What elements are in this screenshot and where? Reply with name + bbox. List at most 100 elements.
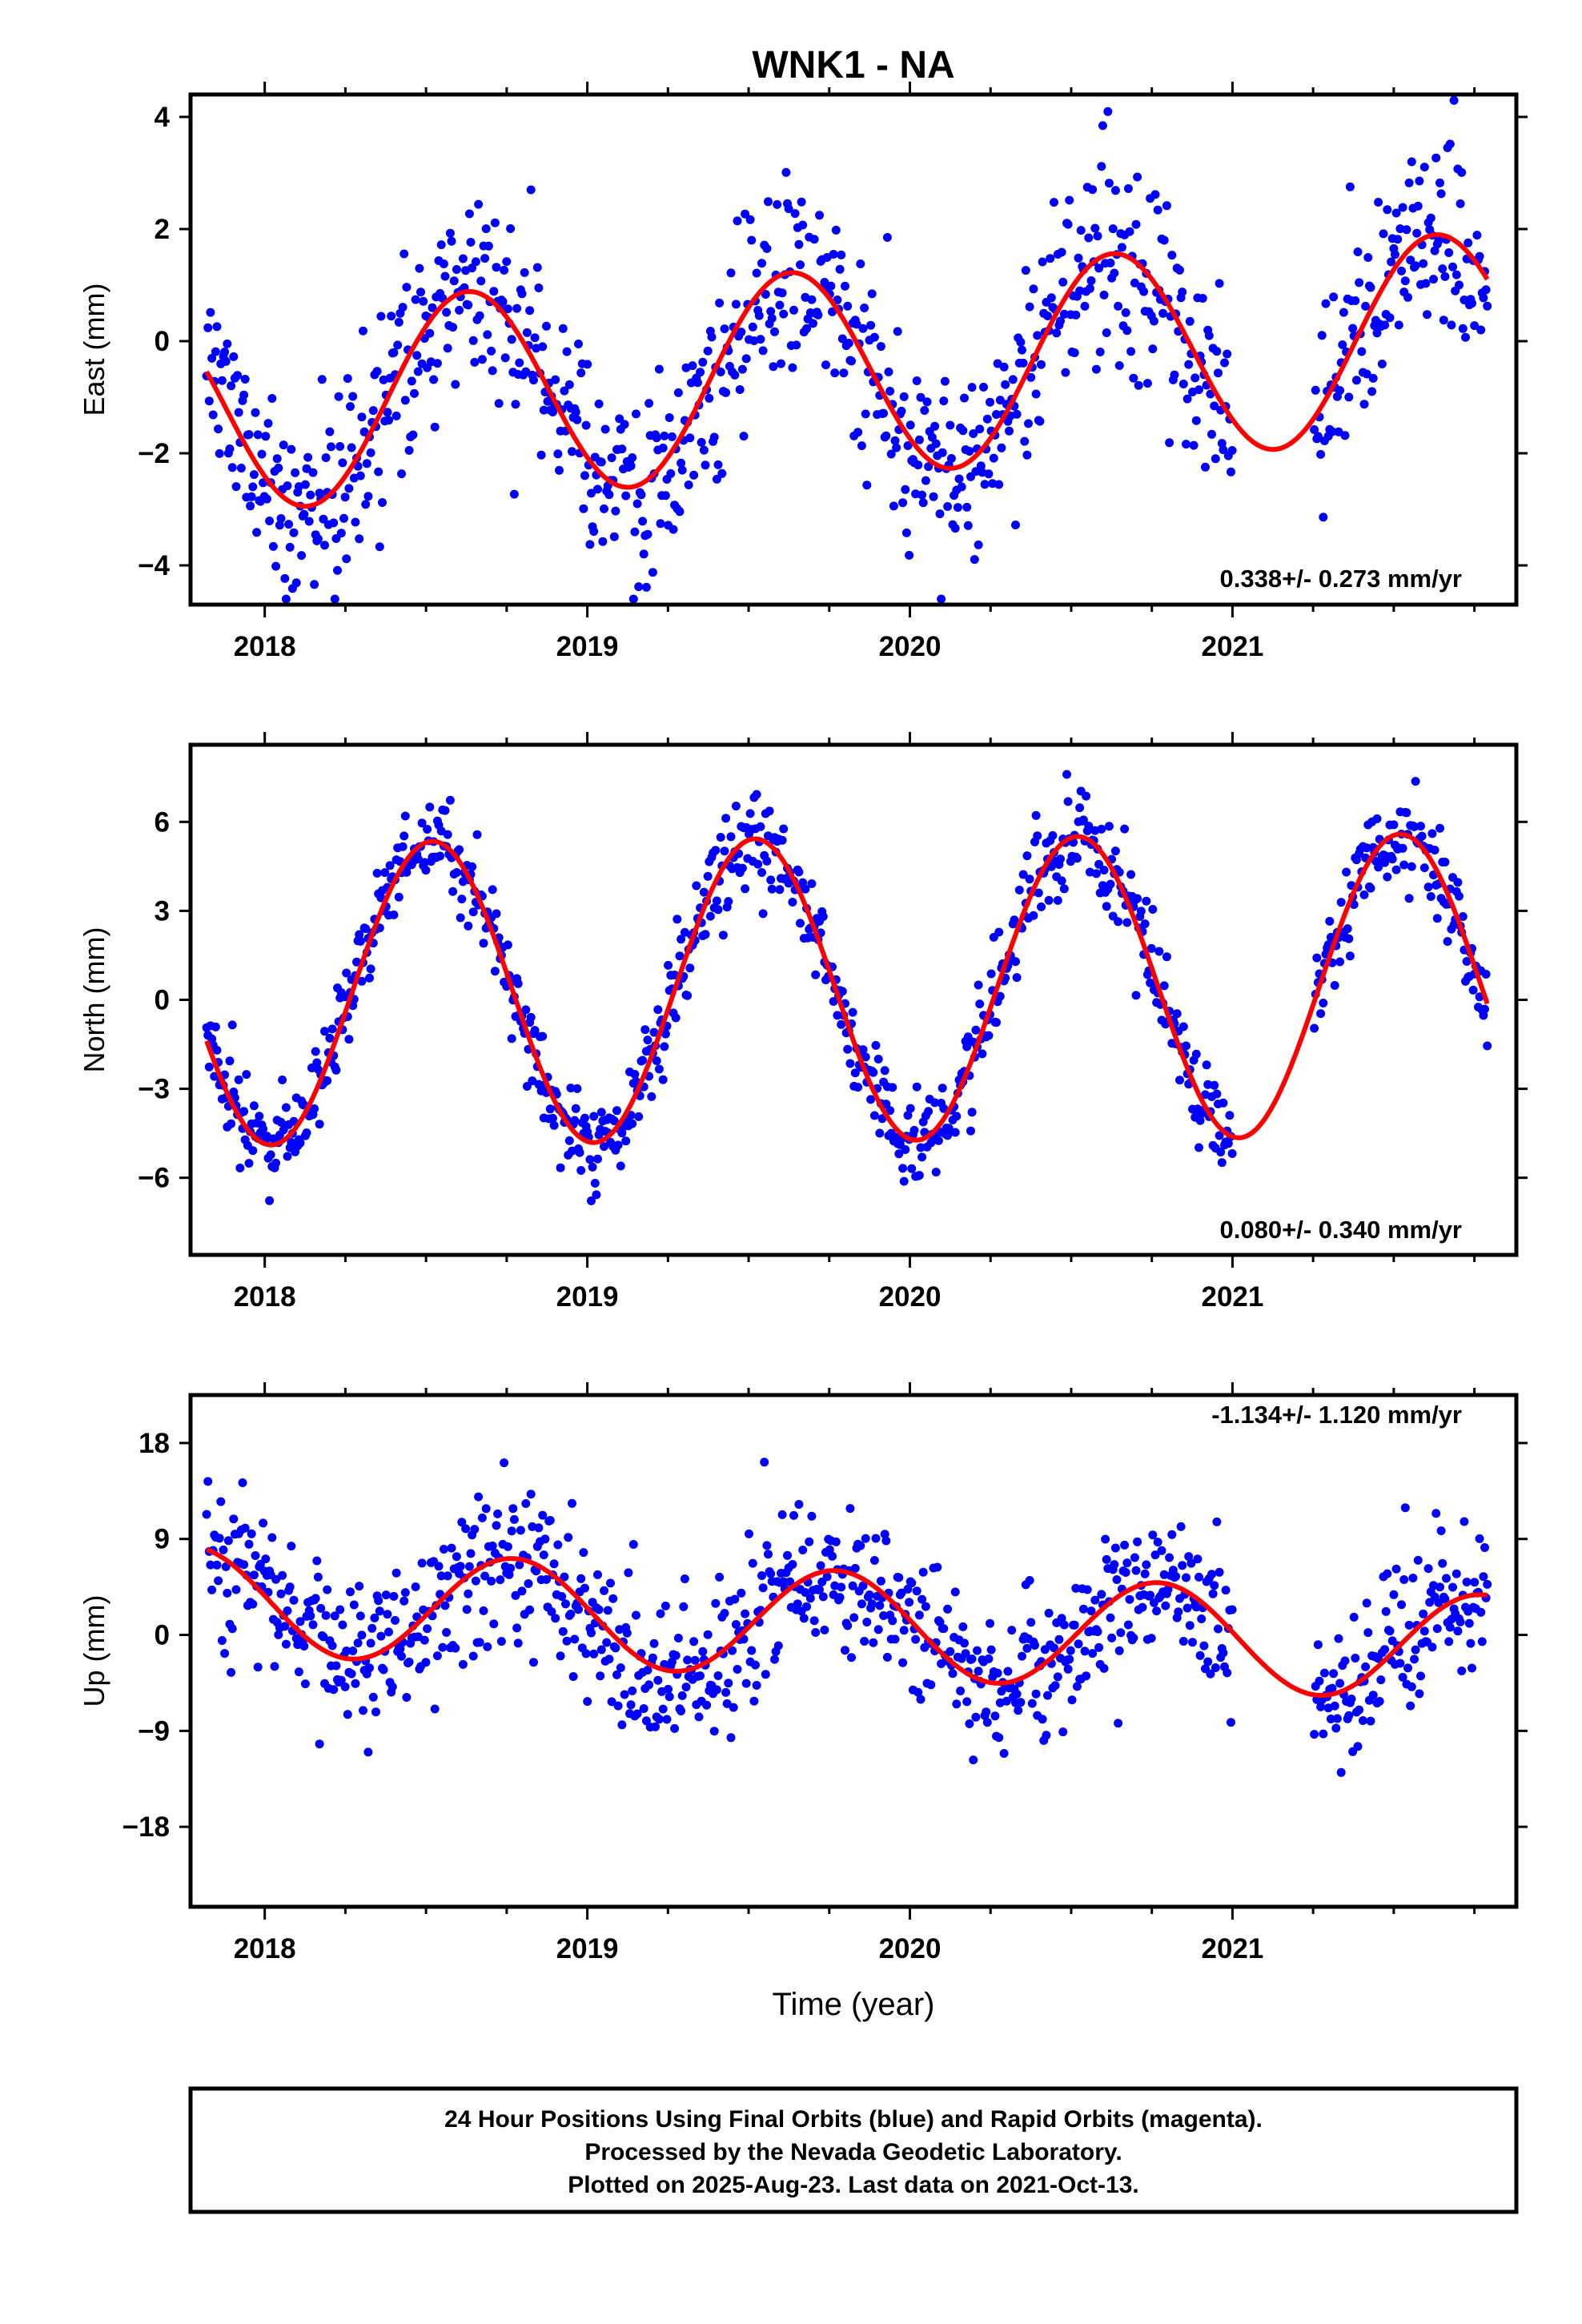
north-data-point [1154, 947, 1164, 956]
up-data-point [612, 1670, 621, 1679]
up-data-point [376, 1631, 386, 1641]
east-data-point [227, 463, 237, 472]
east-data-point [703, 346, 713, 356]
east-data-point [1035, 416, 1045, 426]
east-data-point [1383, 205, 1392, 215]
east-data-point [217, 376, 227, 385]
east-data-point [252, 528, 262, 537]
up-data-point [285, 1582, 295, 1592]
east-data-point [1310, 425, 1319, 434]
east-data-point [720, 324, 729, 334]
north-data-point [323, 1076, 332, 1085]
up-data-point [815, 1585, 824, 1594]
east-data-point [677, 458, 686, 468]
up-data-point [506, 1563, 516, 1573]
north-data-point [671, 1013, 681, 1023]
north-data-point [592, 1190, 601, 1200]
up-data-point [434, 1562, 444, 1571]
up-data-point [1432, 1624, 1442, 1634]
east-data-point [447, 236, 456, 246]
up-data-point [1436, 1526, 1446, 1535]
up-data-point [1456, 1617, 1465, 1626]
north-data-point [1142, 896, 1151, 906]
east-data-point [777, 288, 787, 298]
north-data-point [640, 1025, 650, 1035]
north-data-point [235, 1164, 245, 1172]
up-data-point [624, 1568, 633, 1578]
up-data-point [1107, 1633, 1117, 1642]
north-y-axis-label: North (mm) [78, 927, 110, 1073]
up-data-point [1223, 1668, 1232, 1678]
east-data-point [857, 441, 866, 451]
up-data-point [1444, 1637, 1454, 1647]
north-data-point [589, 1112, 599, 1121]
north-data-point [756, 822, 765, 831]
up-data-point [608, 1594, 618, 1603]
up-data-point [487, 1576, 496, 1586]
north-data-point [1140, 919, 1150, 929]
up-data-point [1016, 1698, 1026, 1707]
east-data-point [1031, 389, 1041, 399]
east-data-point [898, 498, 908, 508]
up-data-point [741, 1679, 751, 1688]
up-data-point [323, 1585, 332, 1594]
north-data-point [767, 884, 777, 894]
up-data-point [602, 1638, 612, 1647]
east-data-point [905, 550, 914, 560]
north-data-point [357, 976, 367, 986]
north-data-point [975, 999, 985, 1009]
up-data-point [547, 1607, 556, 1616]
up-data-point [381, 1590, 391, 1600]
up-data-point [517, 1586, 527, 1596]
east-data-point [920, 406, 930, 415]
east-data-point [611, 506, 620, 516]
north-data-point [530, 1026, 540, 1035]
east-data-point [916, 392, 926, 402]
east-data-point [1404, 178, 1414, 187]
north-data-point [225, 1056, 235, 1066]
east-data-point [598, 537, 608, 546]
east-data-point [500, 353, 510, 363]
up-data-point [477, 1513, 487, 1522]
north-data-point [1094, 859, 1104, 869]
up-data-point [952, 1699, 962, 1709]
up-data-point [248, 1599, 258, 1609]
east-data-point [1191, 416, 1201, 425]
east-data-point [1214, 368, 1223, 378]
up-data-point [379, 1665, 388, 1675]
east-data-point [1201, 462, 1210, 472]
up-data-point [1479, 1572, 1488, 1582]
up-data-point [466, 1549, 476, 1558]
north-data-point [590, 1179, 600, 1188]
up-data-point [1211, 1663, 1220, 1672]
east-data-point [752, 268, 761, 278]
north-data-point [701, 930, 710, 939]
north-data-point [1411, 777, 1420, 786]
up-data-point [899, 1626, 909, 1635]
north-data-point [1427, 829, 1437, 838]
north-data-point [443, 830, 452, 839]
up-data-point [632, 1709, 642, 1719]
north-y-tick-label: 6 [155, 806, 170, 838]
up-data-point [251, 1551, 260, 1560]
up-data-point [990, 1711, 1000, 1721]
up-data-point [404, 1657, 414, 1667]
up-data-point [347, 1669, 356, 1679]
up-data-point [560, 1572, 569, 1582]
east-data-point [1344, 392, 1354, 402]
east-data-point [297, 551, 307, 561]
east-data-point [843, 301, 853, 311]
up-data-point [860, 1637, 869, 1646]
up-data-point [1483, 1579, 1492, 1589]
up-data-point [1182, 1603, 1192, 1613]
east-data-point [334, 392, 343, 401]
east-data-point [1385, 313, 1395, 323]
east-data-point [693, 378, 702, 388]
up-data-point [856, 1541, 865, 1550]
up-data-point [620, 1690, 629, 1699]
up-data-point [926, 1680, 936, 1690]
up-data-point [1110, 1543, 1120, 1553]
up-data-point [1093, 1627, 1102, 1636]
north-data-point [425, 802, 435, 812]
